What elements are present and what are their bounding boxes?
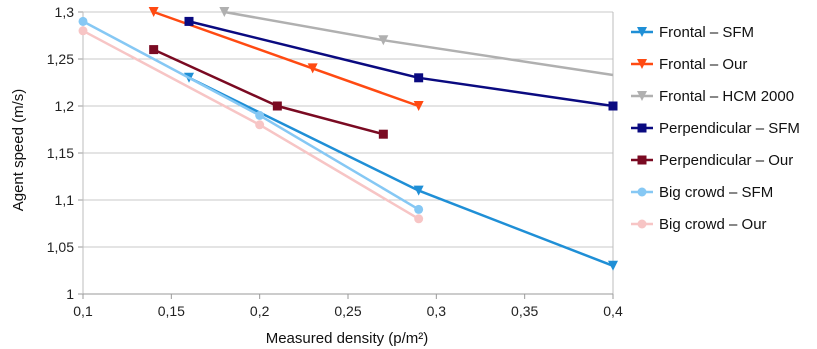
data-point: [378, 35, 389, 46]
data-point: [414, 214, 424, 224]
legend-item: Big crowd – Our: [631, 216, 767, 233]
legend-marker: [637, 91, 647, 101]
x-tick-label: 0,4: [603, 303, 623, 319]
data-point: [255, 110, 265, 120]
legend: Frontal – SFM Frontal – Our Frontal – HCM …: [631, 24, 800, 233]
legend-item: Perpendicular – Our: [631, 152, 793, 169]
x-tick-label: 0,35: [511, 303, 538, 319]
data-point: [219, 7, 230, 17]
data-point: [78, 16, 88, 26]
legend-marker: [637, 27, 647, 37]
data-point: [378, 129, 388, 139]
y-tick-label: 1,15: [47, 145, 74, 161]
y-axis-title: Agent speed (m/s): [10, 89, 27, 212]
data-point: [255, 120, 265, 130]
series-2: [219, 7, 614, 77]
legend-label: Frontal – Our: [659, 56, 747, 73]
data-point: [413, 185, 424, 196]
y-tick-label: 1: [66, 286, 74, 302]
x-tick-label: 0,2: [250, 303, 270, 319]
legend-item: Frontal – HCM 2000: [631, 88, 794, 105]
series-6: [78, 26, 424, 224]
data-point: [184, 16, 194, 26]
legend-item: Frontal – Our: [631, 56, 747, 73]
x-tick-label: 0,3: [427, 303, 447, 319]
legend-item: Perpendicular – SFM: [631, 120, 800, 137]
data-point: [608, 260, 618, 271]
series-1: [148, 7, 424, 111]
y-tick-label: 1,3: [55, 4, 75, 20]
data-point: [414, 73, 424, 83]
data-point: [413, 101, 424, 111]
x-axis-title: Measured density (p/m²): [266, 330, 429, 347]
legend-marker: [637, 187, 647, 197]
data-point: [307, 63, 318, 74]
data-point: [78, 26, 88, 36]
y-tick-label: 1,1: [55, 192, 75, 208]
data-point: [414, 204, 424, 214]
series-line: [188, 20, 614, 108]
x-tick-label: 0,15: [158, 303, 185, 319]
data-point: [608, 101, 618, 111]
series-layer: [78, 7, 618, 271]
legend-label: Frontal – HCM 2000: [659, 88, 794, 105]
series-5: [78, 16, 424, 214]
axes: 1 1,05 1,1 1,15 1,2 1,25 1,3 0,1 0,15 0,2 0,25 0,3 0…: [47, 4, 623, 319]
y-tick-label: 1,2: [55, 98, 75, 114]
legend-marker: [637, 155, 647, 165]
series-3: [184, 16, 618, 111]
legend-marker: [637, 123, 647, 133]
legend-label: Big crowd – Our: [659, 216, 767, 233]
legend-label: Perpendicular – Our: [659, 152, 793, 169]
legend-label: Big crowd – SFM: [659, 184, 773, 201]
data-point: [149, 45, 159, 55]
x-tick-label: 0,1: [73, 303, 93, 319]
legend-label: Perpendicular – SFM: [659, 120, 800, 137]
data-point: [272, 101, 282, 111]
y-tick-label: 1,05: [47, 239, 74, 255]
legend-item: Frontal – SFM: [631, 24, 754, 41]
y-tick-label: 1,25: [47, 51, 74, 67]
series-0: [184, 72, 618, 271]
series-line: [82, 20, 420, 211]
x-tick-label: 0,25: [334, 303, 361, 319]
data-point: [148, 7, 159, 17]
legend-marker: [637, 219, 647, 229]
legend-label: Frontal – SFM: [659, 24, 754, 41]
series-4: [149, 45, 388, 139]
legend-item: Big crowd – SFM: [631, 184, 773, 201]
legend-marker: [637, 59, 647, 69]
